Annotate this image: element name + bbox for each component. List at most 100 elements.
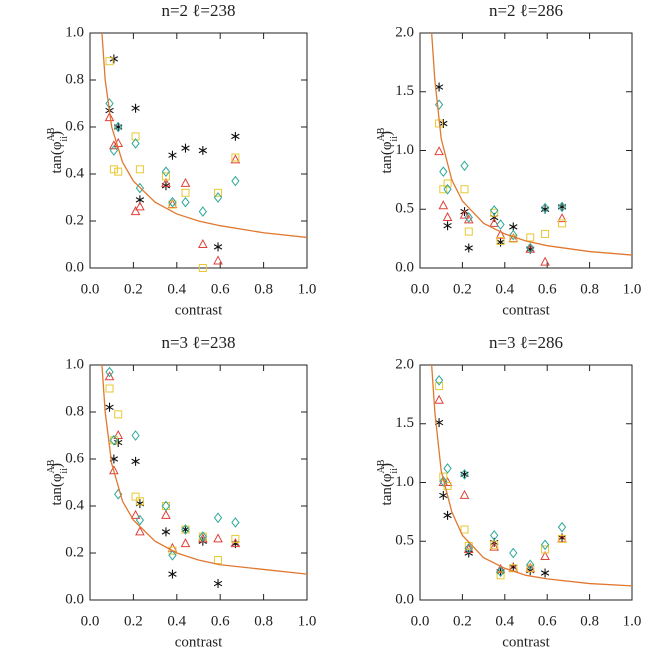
square-point [168,546,177,555]
x-tick-label: 0.0 [81,613,100,629]
x-tick-label: 0.2 [124,613,143,629]
triangle-point [540,256,550,266]
square-point [490,208,499,217]
y-tick-label: 0.4 [65,497,84,513]
diamond-point [490,205,499,216]
x-tick-label: 0.6 [211,281,230,297]
axes-frame [419,32,633,269]
square-point [231,153,240,162]
y-tick-label: 0.0 [65,591,84,607]
y-tick-label: 2.0 [395,356,414,372]
square-point [460,185,469,194]
asterisk-point [443,221,452,231]
diamond-point [198,531,207,542]
diamond-point [213,512,223,524]
asterisk-point [540,568,550,578]
diamond-point [496,219,505,230]
y-label-close: ) [379,463,395,468]
x-tick-label: 1.0 [623,281,642,297]
asterisk-point [168,150,177,160]
y-axis-label: tan(φAB ii) [46,459,70,505]
y-tick-label: 0.5 [395,533,414,549]
square-point [509,234,518,243]
asterisk-point [131,103,140,113]
triangle-point [442,211,453,221]
axes-frame [89,32,308,269]
asterisk-point [161,527,171,537]
x-tick-label: 0.4 [495,281,514,297]
triangle-point [213,533,223,543]
square-point [214,556,223,565]
x-axis-label: contrast [502,634,550,650]
triangle-point [459,489,470,499]
square-point [135,497,144,506]
diamond-point [540,202,550,214]
triangle-point [135,526,145,536]
y-tick-label: 0.6 [65,450,84,466]
square-point [558,219,567,228]
diamond-point [509,547,518,559]
triangle-point [198,238,208,248]
triangle-point [557,213,567,223]
y-label-close: ) [379,131,395,136]
diamond-point [509,229,518,241]
diamond-point [135,182,145,194]
y-label-sub: ii [389,136,400,142]
asterisk-point [213,579,223,589]
panel: n=3 ℓ=286 contrast tan(φAB ii) 0.0 0.2 0.4 0.6 0… [376,333,641,651]
x-tick-label: 0.2 [453,281,472,297]
asterisk-point [161,181,171,191]
diamond-point [496,566,505,578]
x-tick-label: 0.6 [538,281,557,297]
asterisk-point [198,146,208,155]
triangle-point [438,200,449,210]
y-tick-label: 1.5 [395,415,414,431]
x-tick-label: 0.0 [411,281,430,297]
diamond-point [135,514,145,526]
x-tick-label: 0.8 [580,281,599,297]
diamond-point [439,166,448,177]
diamond-point [181,524,190,535]
square-point [135,165,144,174]
x-tick-label: 0.2 [453,613,472,629]
square-point [105,384,114,393]
y-tick-label: 1.0 [395,474,414,490]
y-label-base: tan(φ [49,141,65,173]
triangle-point [442,476,453,486]
square-point [439,185,448,194]
diamond-point [213,192,223,203]
square-point [131,132,140,141]
asterisk-point [181,143,190,153]
y-label-sup: AB [376,459,387,473]
triangle-point [104,371,115,381]
square-point [161,502,170,510]
diamond-point [161,166,171,177]
axes-frame [419,364,633,601]
triangle-point [489,217,500,227]
y-label-sub: ii [59,468,70,474]
y-tick-label: 0.4 [65,165,84,181]
y-label-sup: AB [376,127,387,141]
y-label-base: tan(φ [379,473,395,505]
y-tick-label: 0.0 [395,591,414,607]
fit-curve [431,32,632,256]
panel: n=2 ℓ=286 contrast tan(φAB ii) 0.0 0.2 0.4 0.6 0… [376,1,641,319]
asterisk-point [464,243,473,253]
triangle-point [434,146,444,156]
triangle-point [161,177,171,187]
diamond-point [109,145,119,156]
triangle-point [180,538,191,548]
x-tick-label: 0.8 [254,613,273,629]
y-label-close: ) [49,463,65,468]
diamond-point [557,521,567,533]
y-tick-label: 2.0 [395,24,414,40]
x-axis-label: contrast [502,302,550,318]
triangle-point [434,394,444,404]
asterisk-point [443,510,452,520]
triangle-point [104,112,115,122]
y-tick-label: 1.0 [395,142,414,158]
diamond-point [131,138,140,149]
asterisk-point [109,54,119,64]
diamond-point [439,476,448,487]
